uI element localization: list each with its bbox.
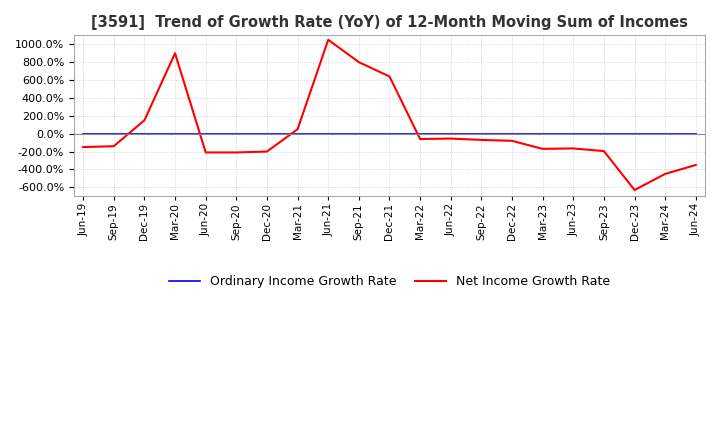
Net Income Growth Rate bbox=[508, 138, 516, 143]
Ordinary Income Growth Rate bbox=[446, 132, 455, 137]
Net Income Growth Rate bbox=[324, 37, 333, 42]
Net Income Growth Rate bbox=[140, 117, 149, 123]
Ordinary Income Growth Rate bbox=[202, 132, 210, 137]
Net Income Growth Rate bbox=[630, 187, 639, 193]
Title: [3591]  Trend of Growth Rate (YoY) of 12-Month Moving Sum of Incomes: [3591] Trend of Growth Rate (YoY) of 12-… bbox=[91, 15, 688, 30]
Net Income Growth Rate bbox=[354, 59, 363, 65]
Ordinary Income Growth Rate bbox=[232, 132, 240, 137]
Ordinary Income Growth Rate bbox=[171, 132, 179, 137]
Ordinary Income Growth Rate bbox=[293, 132, 302, 137]
Ordinary Income Growth Rate bbox=[508, 132, 516, 137]
Net Income Growth Rate bbox=[415, 136, 424, 142]
Net Income Growth Rate bbox=[691, 162, 700, 168]
Net Income Growth Rate bbox=[385, 74, 394, 79]
Ordinary Income Growth Rate bbox=[385, 132, 394, 137]
Ordinary Income Growth Rate bbox=[140, 132, 149, 137]
Net Income Growth Rate bbox=[202, 150, 210, 155]
Line: Net Income Growth Rate: Net Income Growth Rate bbox=[84, 40, 696, 190]
Net Income Growth Rate bbox=[446, 136, 455, 141]
Ordinary Income Growth Rate bbox=[569, 132, 577, 137]
Net Income Growth Rate bbox=[171, 51, 179, 56]
Net Income Growth Rate bbox=[477, 137, 486, 143]
Ordinary Income Growth Rate bbox=[477, 132, 486, 137]
Legend: Ordinary Income Growth Rate, Net Income Growth Rate: Ordinary Income Growth Rate, Net Income … bbox=[163, 270, 616, 293]
Ordinary Income Growth Rate bbox=[691, 132, 700, 137]
Net Income Growth Rate bbox=[232, 150, 240, 155]
Ordinary Income Growth Rate bbox=[354, 132, 363, 137]
Net Income Growth Rate bbox=[109, 143, 118, 149]
Ordinary Income Growth Rate bbox=[600, 132, 608, 137]
Ordinary Income Growth Rate bbox=[539, 132, 547, 137]
Net Income Growth Rate bbox=[79, 144, 88, 150]
Net Income Growth Rate bbox=[600, 148, 608, 154]
Ordinary Income Growth Rate bbox=[79, 132, 88, 137]
Ordinary Income Growth Rate bbox=[415, 132, 424, 137]
Net Income Growth Rate bbox=[263, 149, 271, 154]
Net Income Growth Rate bbox=[293, 127, 302, 132]
Ordinary Income Growth Rate bbox=[109, 132, 118, 137]
Ordinary Income Growth Rate bbox=[661, 132, 670, 137]
Net Income Growth Rate bbox=[661, 171, 670, 176]
Ordinary Income Growth Rate bbox=[324, 132, 333, 137]
Net Income Growth Rate bbox=[569, 146, 577, 151]
Net Income Growth Rate bbox=[539, 146, 547, 151]
Ordinary Income Growth Rate bbox=[630, 132, 639, 137]
Ordinary Income Growth Rate bbox=[263, 132, 271, 137]
